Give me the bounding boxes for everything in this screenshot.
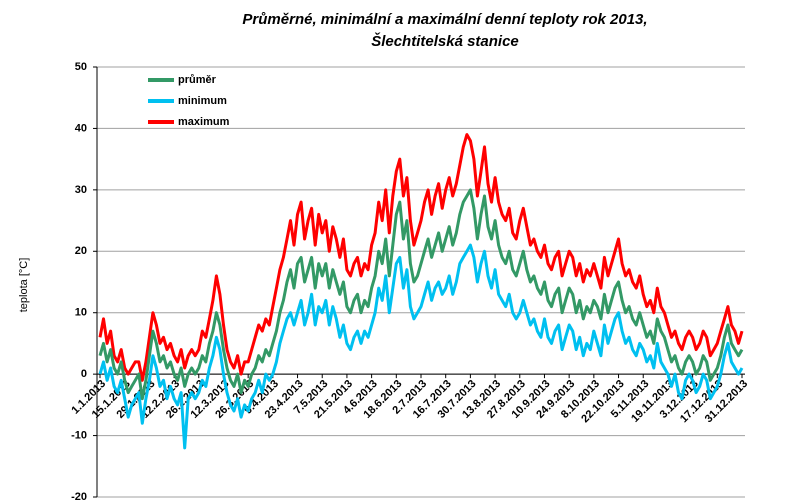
legend-label: průměr xyxy=(178,74,217,86)
series-line xyxy=(98,133,744,382)
y-tick-label: -20 xyxy=(71,491,87,503)
series-line xyxy=(98,243,744,450)
chart-title: Průměrné, minimální a maximální denní te… xyxy=(242,11,647,28)
y-tick-label: -10 xyxy=(71,429,87,441)
y-tick-label: 40 xyxy=(75,122,87,134)
y-tick-label: 0 xyxy=(81,368,87,380)
legend-label: minimum xyxy=(178,95,227,107)
y-axis-label: teplota [°C] xyxy=(18,258,30,313)
y-tick-label: 20 xyxy=(75,245,87,257)
y-tick-label: 50 xyxy=(75,61,87,73)
legend-label: maximum xyxy=(178,116,230,128)
chart-subtitle: Šlechtitelská stanice xyxy=(371,32,519,50)
y-tick-label: 10 xyxy=(75,307,87,319)
y-tick-label: 30 xyxy=(75,184,87,196)
series-line xyxy=(98,188,744,401)
